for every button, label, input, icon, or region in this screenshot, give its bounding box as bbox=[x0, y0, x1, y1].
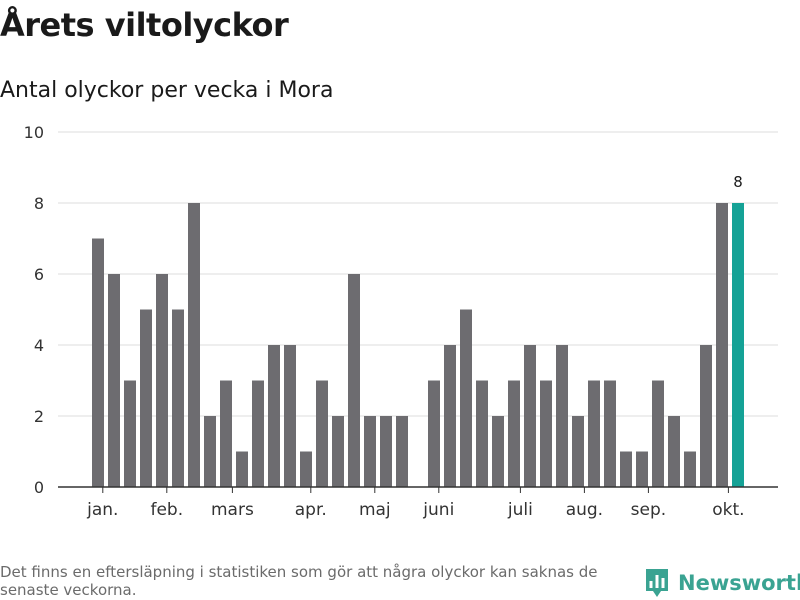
x-month-label: juli bbox=[507, 500, 533, 520]
footer-note: Det finns en eftersläpning i statistiken… bbox=[0, 563, 598, 599]
bars bbox=[92, 203, 744, 487]
bar bbox=[428, 380, 440, 487]
y-tick-label: 4 bbox=[34, 336, 44, 355]
bar bbox=[156, 274, 168, 487]
x-month-label: apr. bbox=[295, 500, 327, 520]
bar bbox=[652, 380, 664, 487]
brand-name: Newsworthy bbox=[678, 571, 800, 595]
bar bbox=[572, 416, 584, 487]
bar bbox=[204, 416, 216, 487]
y-axis-tick-labels: 0 2 4 6 8 10 bbox=[24, 123, 44, 497]
bar bbox=[508, 380, 520, 487]
y-tick-label: 10 bbox=[24, 123, 44, 142]
bar bbox=[300, 451, 312, 487]
brand-logo[interactable]: Newsworthy bbox=[644, 567, 800, 599]
bar bbox=[268, 345, 280, 487]
bar bbox=[380, 416, 392, 487]
bar bbox=[556, 345, 568, 487]
x-axis-month-ticks bbox=[102, 487, 729, 493]
bar bbox=[444, 345, 456, 487]
y-tick-label: 6 bbox=[34, 265, 44, 284]
bar bbox=[220, 380, 232, 487]
bar bbox=[124, 380, 136, 487]
bar bbox=[188, 203, 200, 487]
bar bbox=[348, 274, 360, 487]
bar bbox=[140, 309, 152, 487]
x-month-label: aug. bbox=[566, 500, 603, 520]
bar bbox=[476, 380, 488, 487]
bar bbox=[108, 274, 120, 487]
bar bbox=[332, 416, 344, 487]
bar bbox=[252, 380, 264, 487]
x-month-label: sep. bbox=[631, 500, 667, 520]
bar bbox=[636, 451, 648, 487]
bar bbox=[668, 416, 680, 487]
page-title: Årets viltolyckor bbox=[0, 6, 289, 44]
bar-chart-pin-icon bbox=[646, 569, 668, 597]
bar bbox=[396, 416, 408, 487]
bar bbox=[604, 380, 616, 487]
bar-chart: 0 2 4 6 8 10 jan. feb. mars apr. maj juni juli aug. s… bbox=[24, 123, 778, 520]
bar bbox=[684, 451, 696, 487]
bar bbox=[316, 380, 328, 487]
x-month-label: maj bbox=[359, 500, 391, 520]
x-month-label: okt. bbox=[712, 500, 744, 520]
bar bbox=[716, 203, 728, 487]
bar bbox=[540, 380, 552, 487]
bar bbox=[700, 345, 712, 487]
y-tick-label: 2 bbox=[34, 407, 44, 426]
x-month-label: jan. bbox=[86, 500, 118, 520]
x-month-label: juni bbox=[422, 500, 454, 520]
chart-subtitle: Antal olyckor per vecka i Mora bbox=[0, 78, 334, 103]
bar bbox=[284, 345, 296, 487]
bar bbox=[172, 309, 184, 487]
y-tick-label: 8 bbox=[34, 194, 44, 213]
bar bbox=[524, 345, 536, 487]
y-tick-label: 0 bbox=[34, 478, 44, 497]
bar bbox=[492, 416, 504, 487]
bar bbox=[364, 416, 376, 487]
x-month-label: feb. bbox=[150, 500, 183, 520]
x-month-label: mars bbox=[211, 500, 254, 520]
highlight-bar bbox=[732, 203, 744, 487]
bar bbox=[236, 451, 248, 487]
bar bbox=[620, 451, 632, 487]
bar bbox=[460, 309, 472, 487]
bar bbox=[92, 238, 104, 487]
bar bbox=[588, 380, 600, 487]
last-bar-value-label: 8 bbox=[733, 173, 743, 191]
x-axis-month-labels: jan. feb. mars apr. maj juni juli aug. sep. okt. bbox=[86, 500, 744, 520]
